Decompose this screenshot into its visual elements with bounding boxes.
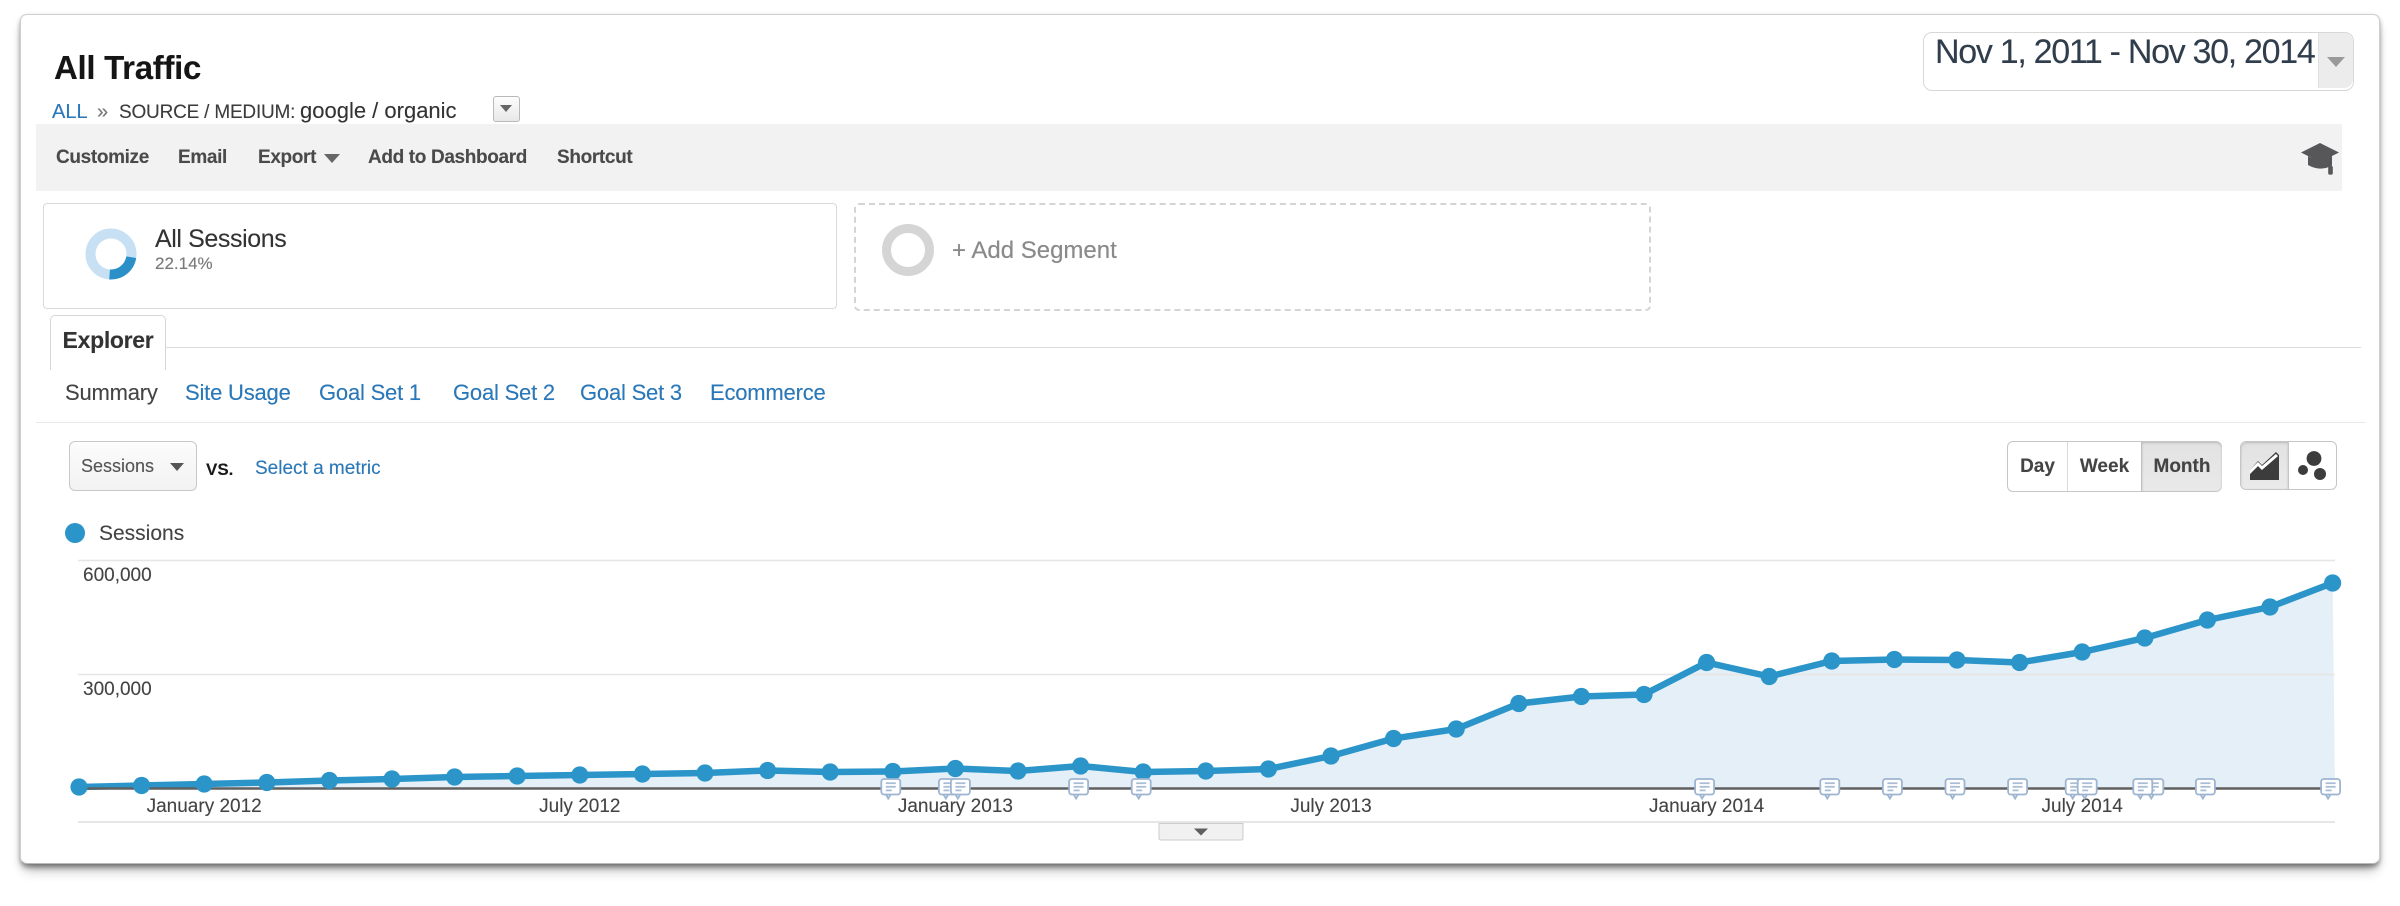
- svg-text:600,000: 600,000: [83, 565, 152, 586]
- svg-text:January 2012: January 2012: [147, 796, 262, 817]
- svg-text:Sessions: Sessions: [99, 522, 184, 545]
- svg-text:July 2014: July 2014: [2042, 796, 2124, 817]
- svg-text:January 2014: January 2014: [1649, 796, 1765, 817]
- svg-text:January 2013: January 2013: [898, 796, 1013, 817]
- svg-text:300,000: 300,000: [83, 679, 152, 700]
- svg-text:July 2013: July 2013: [1290, 796, 1371, 817]
- svg-text:July 2012: July 2012: [539, 796, 620, 817]
